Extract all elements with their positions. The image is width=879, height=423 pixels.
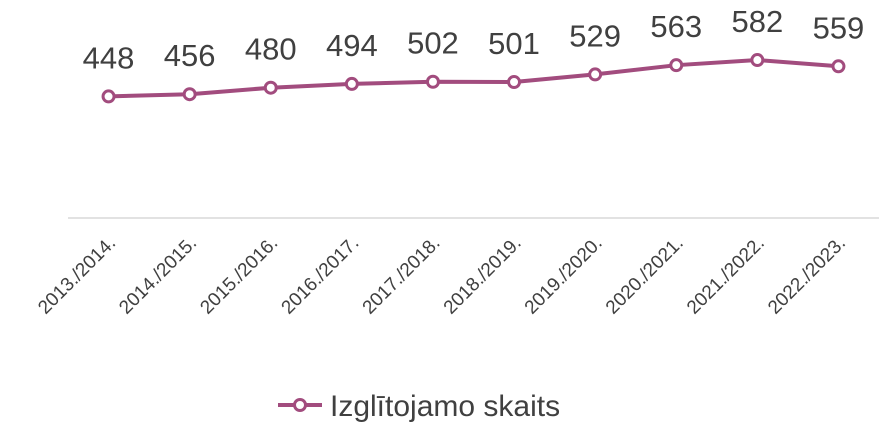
x-tick-label: 2014./2015.: [115, 233, 201, 319]
data-label: 501: [488, 26, 540, 61]
point: [425, 74, 440, 89]
data-label: 456: [164, 38, 216, 73]
x-tick-label: 2020./2021.: [602, 233, 688, 319]
x-tick-label: 2021./2022.: [683, 233, 769, 319]
data-label: 582: [731, 4, 783, 39]
x-tick-label: 2018./2019.: [440, 233, 526, 319]
data-label: 563: [650, 9, 702, 44]
point: [588, 67, 603, 82]
point: [101, 89, 116, 104]
data-label: 529: [569, 18, 621, 53]
data-label: 502: [407, 26, 459, 61]
data-label: 448: [83, 40, 135, 75]
x-tick-label: 2015./2016.: [196, 233, 282, 319]
point: [344, 76, 359, 91]
data-label: 559: [813, 10, 865, 45]
line: [108, 58, 839, 99]
legend-label: Izglītojamo skaits: [330, 390, 560, 423]
legend-marker: [293, 398, 307, 412]
point: [750, 53, 765, 68]
point: [182, 87, 197, 102]
x-tick-label: 2016./2017.: [278, 233, 364, 319]
point: [669, 58, 684, 73]
point: [831, 59, 846, 74]
data-label: 494: [326, 28, 378, 63]
x-tick-label: 2017./2018.: [359, 233, 445, 319]
point: [507, 75, 522, 90]
x-tick-label: 2013./2014.: [34, 233, 120, 319]
x-tick-label: 2019./2020.: [521, 233, 607, 319]
data-label: 480: [245, 32, 297, 67]
x-tick-label: 2022./2023.: [764, 233, 850, 319]
point: [263, 80, 278, 95]
